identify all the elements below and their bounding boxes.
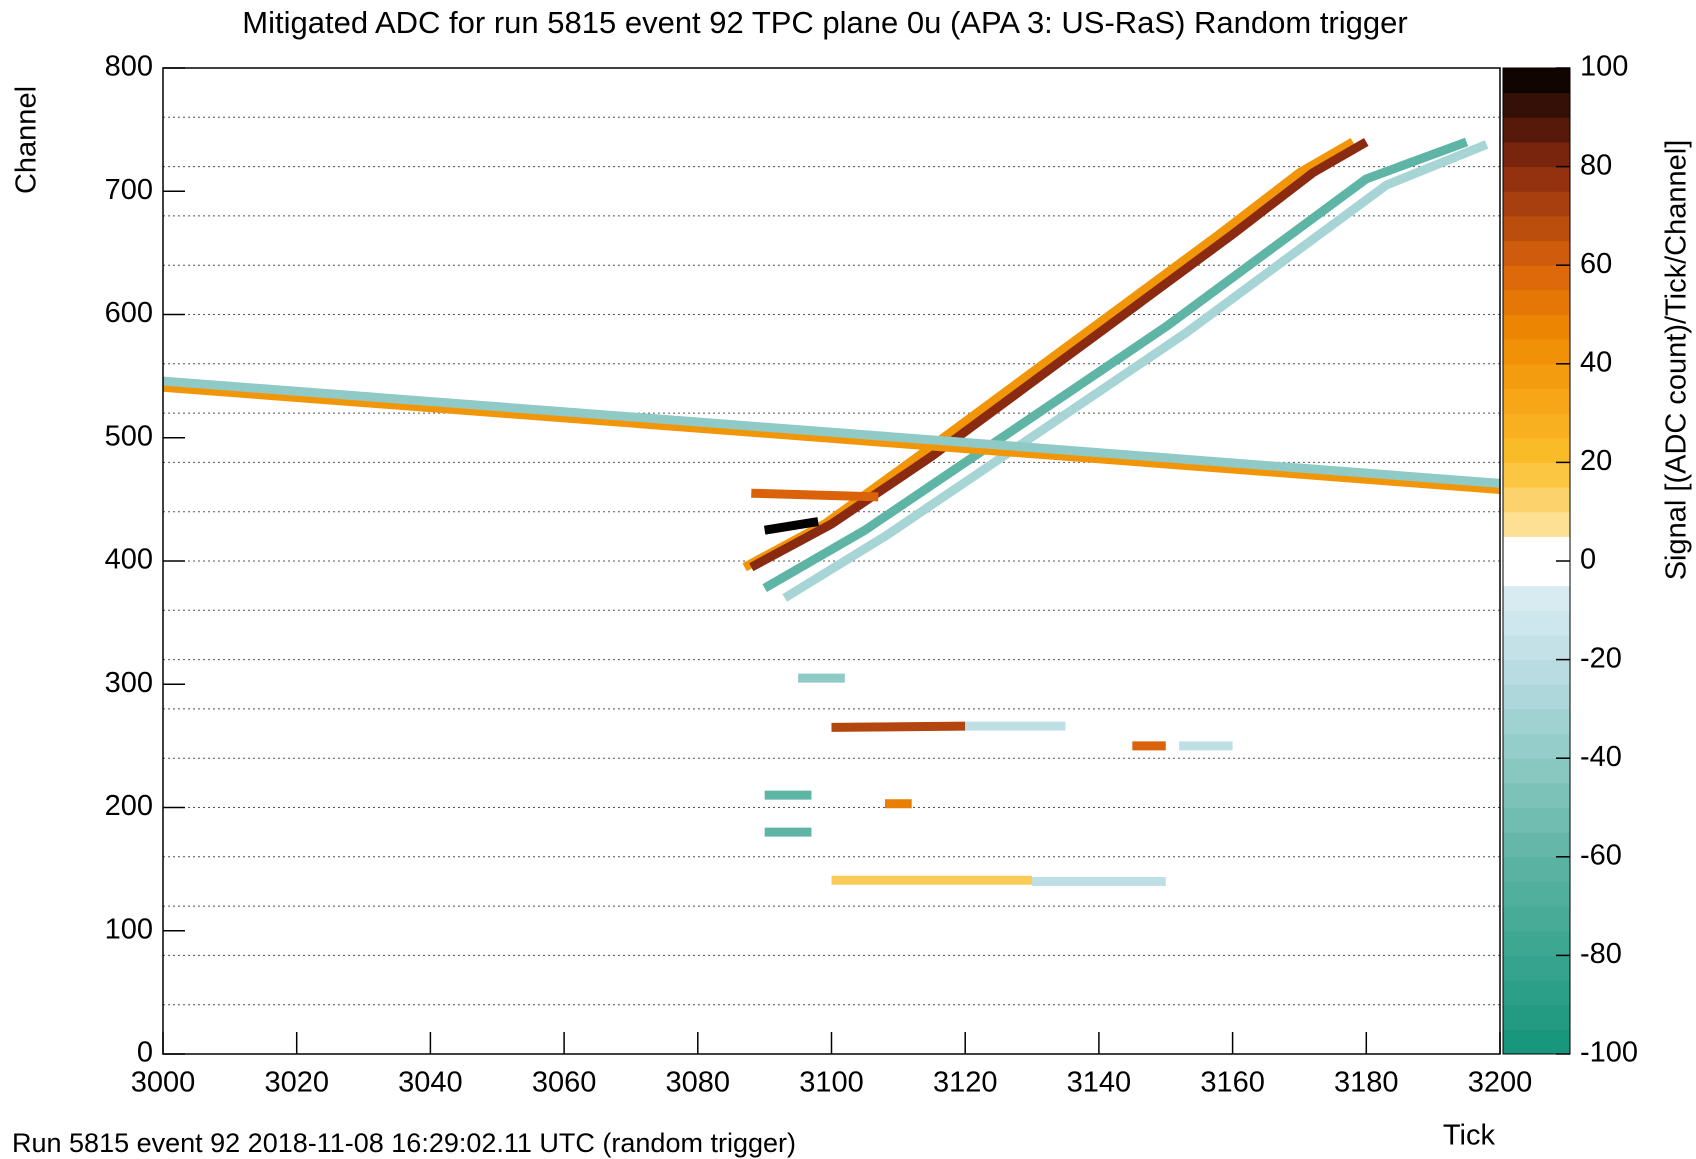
x-tick-label: 3020 <box>264 1067 329 1099</box>
y-tick-label: 0 <box>137 1037 153 1069</box>
z-tick-label: -40 <box>1580 741 1622 773</box>
colorbar-cell <box>1503 487 1570 513</box>
x-tick-label: 3180 <box>1334 1067 1399 1099</box>
colorbar-cell <box>1503 906 1570 932</box>
z-tick-label: -80 <box>1580 938 1622 970</box>
colorbar-cell <box>1503 659 1570 685</box>
x-tick-label: 3100 <box>799 1067 864 1099</box>
colorbar-cell <box>1503 289 1570 315</box>
colorbar-cell <box>1503 832 1570 858</box>
colorbar-cell <box>1503 758 1570 784</box>
x-tick-label: 3120 <box>933 1067 998 1099</box>
colorbar-cell <box>1503 339 1570 365</box>
x-tick-label: 3000 <box>131 1067 196 1099</box>
y-tick-label: 600 <box>105 297 153 329</box>
y-tick-label: 200 <box>105 790 153 822</box>
colorbar-cell <box>1503 733 1570 759</box>
z-tick-label: 100 <box>1580 51 1628 83</box>
z-tick-label: 80 <box>1580 149 1612 181</box>
z-tick-label: -20 <box>1580 642 1622 674</box>
z-tick-label: 20 <box>1580 445 1612 477</box>
colorbar-cell <box>1503 191 1570 217</box>
colorbar-cell <box>1503 437 1570 463</box>
colorbar-cell <box>1503 634 1570 661</box>
z-axis-label: Signal [(ADC count)/Tick/Channel] <box>1661 140 1693 581</box>
y-tick-label: 400 <box>105 544 153 576</box>
x-tick-label: 3080 <box>666 1067 731 1099</box>
signal-track <box>751 488 879 502</box>
y-tick-label: 700 <box>105 174 153 206</box>
z-tick-label: 40 <box>1580 346 1612 378</box>
colorbar-cell <box>1503 240 1570 266</box>
colorbar-cell <box>1503 856 1570 882</box>
colorbar-cell <box>1503 930 1570 956</box>
colorbar-cell <box>1503 1029 1570 1055</box>
signal-track <box>749 138 1369 572</box>
z-tick-label: 0 <box>1580 544 1596 576</box>
colorbar-cell <box>1503 536 1570 562</box>
signal-track <box>762 137 1469 593</box>
y-tick-label: 800 <box>105 51 153 83</box>
colorbar-cell <box>1503 980 1570 1006</box>
z-tick-label: 60 <box>1580 248 1612 280</box>
x-tick-label: 3200 <box>1468 1067 1533 1099</box>
colorbar-cell <box>1503 684 1570 710</box>
footer: Run 5815 event 92 2018-11-08 16:29:02.11… <box>12 1128 796 1158</box>
signal-track <box>162 376 1501 488</box>
colorbar-cell <box>1503 166 1570 192</box>
colorbar-cell <box>1503 462 1570 488</box>
colorbar-cell <box>1503 117 1570 143</box>
signal-track <box>763 517 819 535</box>
colorbar-cell <box>1503 314 1570 340</box>
colorbar-cell <box>1503 363 1570 389</box>
colorbar-cell <box>1503 955 1570 981</box>
colorbar-cell <box>1503 92 1570 118</box>
y-tick-label: 500 <box>105 420 153 452</box>
y-tick-label: 300 <box>105 667 153 699</box>
colorbar-cell <box>1503 388 1570 414</box>
colorbar-cell <box>1503 413 1570 439</box>
x-tick-label: 3060 <box>532 1067 597 1099</box>
colorbar-cell <box>1503 585 1570 611</box>
colorbar-cell <box>1503 782 1570 808</box>
colorbar-cell <box>1503 610 1570 636</box>
colorbar-cell <box>1503 215 1570 242</box>
z-tick-label: -100 <box>1580 1037 1638 1069</box>
colorbar-cell <box>1503 708 1570 735</box>
x-tick-label: 3140 <box>1067 1067 1132 1099</box>
colorbar-cell <box>1503 511 1570 537</box>
signal-track <box>831 721 966 732</box>
colorbar-cell <box>1503 807 1570 833</box>
colorbar-cell <box>1503 561 1570 587</box>
x-axis-label: Tick <box>1443 1120 1496 1152</box>
colorbar-cell <box>1503 1004 1570 1030</box>
x-tick-label: 3040 <box>398 1067 463 1099</box>
x-tick-label: 3160 <box>1200 1067 1265 1099</box>
colorbar-cell <box>1503 68 1570 94</box>
colorbar-cell <box>1503 141 1570 168</box>
signal-track <box>782 140 1489 602</box>
y-tick-label: 100 <box>105 913 153 945</box>
chart-title: Mitigated ADC for run 5815 event 92 TPC … <box>242 5 1407 40</box>
signal-track <box>162 382 1501 495</box>
y-axis-label: Channel <box>11 86 43 194</box>
colorbar-cell <box>1503 265 1570 291</box>
z-tick-label: -60 <box>1580 839 1622 871</box>
colorbar-cell <box>1503 881 1570 907</box>
